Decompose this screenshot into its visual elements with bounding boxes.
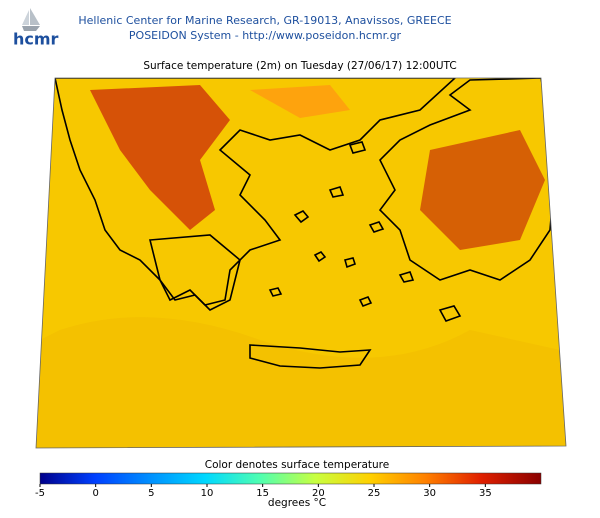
colorbar-unit: degrees °C	[268, 497, 326, 509]
colorbar-tick-label: 5	[148, 488, 154, 499]
colorbar-tick-label: 15	[256, 488, 269, 499]
colorbar-tick-label: 25	[368, 488, 381, 499]
organization: Hellenic Center for Marine Research, GR-…	[78, 14, 451, 27]
logo-text: hcmr	[13, 30, 59, 49]
map	[36, 78, 566, 448]
colorbar-tick-label: 30	[423, 488, 436, 499]
colorbar-tick-label: 20	[312, 488, 325, 499]
logo: hcmr	[13, 8, 59, 49]
colorbar: -5 0 5 10 15 20 25 30 35	[35, 472, 542, 499]
colorbar-tick-label: -5	[35, 488, 45, 499]
colorbar-tick-label: 10	[201, 488, 214, 499]
colorbar-tick-label: 0	[92, 488, 98, 499]
map-title: Surface temperature (2m) on Tuesday (27/…	[143, 60, 456, 72]
colorbar-tick-label: 35	[479, 488, 492, 499]
colorbar-title: Color denotes surface temperature	[205, 459, 389, 471]
colorbar-scale	[39, 472, 542, 485]
system: POSEIDON System - http://www.poseidon.hc…	[129, 29, 402, 42]
